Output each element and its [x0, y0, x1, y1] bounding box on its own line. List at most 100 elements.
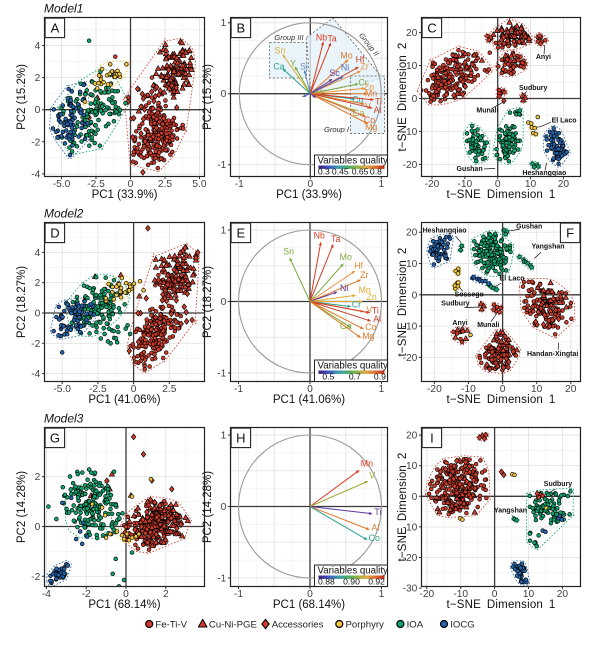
- svg-text:Handan-Xingtai: Handan-Xingtai: [527, 351, 578, 358]
- svg-text:-2: -2: [31, 137, 40, 148]
- svg-text:10: 10: [406, 61, 418, 72]
- svg-text:Zr: Zr: [360, 270, 368, 280]
- svg-text:0.3: 0.3: [318, 167, 330, 177]
- svg-text:0: 0: [412, 492, 418, 503]
- svg-text:-20: -20: [403, 553, 418, 564]
- svg-text:0.45: 0.45: [332, 167, 349, 177]
- svg-text:PC1 (33.9%): PC1 (33.9%): [276, 189, 342, 201]
- svg-text:-5.0: -5.0: [53, 384, 71, 395]
- svg-text:Model1: Model1: [44, 2, 83, 16]
- svg-text:E: E: [236, 225, 245, 240]
- svg-text:5.0: 5.0: [192, 179, 206, 190]
- svg-text:-4: -4: [31, 169, 40, 180]
- svg-text:PC2 (14.28%): PC2 (14.28%): [16, 471, 28, 543]
- svg-text:IOCG: IOCG: [450, 619, 475, 630]
- svg-text:t−SNE Dimension 2: t−SNE Dimension 2: [397, 247, 409, 356]
- svg-text:0: 0: [412, 94, 418, 105]
- svg-text:-2.5: -2.5: [89, 384, 107, 395]
- svg-text:V: V: [369, 471, 375, 481]
- svg-text:Cr: Cr: [358, 78, 367, 88]
- svg-text:Ti: Ti: [374, 507, 381, 517]
- svg-text:1: 1: [221, 18, 227, 29]
- svg-text:Yangshan: Yangshan: [494, 508, 527, 515]
- svg-text:-20: -20: [403, 160, 418, 171]
- svg-text:-10: -10: [403, 522, 418, 533]
- svg-text:Ta: Ta: [327, 34, 336, 44]
- svg-text:Ca: Ca: [273, 62, 284, 72]
- svg-text:I: I: [430, 431, 434, 446]
- svg-text:Al: Al: [372, 523, 380, 533]
- svg-text:Ni: Ni: [340, 283, 348, 293]
- svg-text:4: 4: [35, 41, 41, 52]
- svg-text:Group III: Group III: [274, 33, 303, 42]
- svg-text:0.7: 0.7: [349, 372, 361, 382]
- svg-text:2.5: 2.5: [158, 179, 172, 190]
- svg-text:-4: -4: [42, 589, 51, 600]
- svg-text:4: 4: [35, 248, 41, 259]
- svg-text:-30: -30: [403, 584, 418, 595]
- svg-text:Nb: Nb: [316, 32, 327, 42]
- svg-text:Al: Al: [374, 105, 382, 115]
- svg-text:10: 10: [406, 461, 418, 472]
- svg-text:20: 20: [406, 28, 418, 39]
- svg-text:Fe-Ti-V: Fe-Ti-V: [155, 619, 187, 630]
- svg-text:Co: Co: [365, 322, 376, 332]
- svg-text:Anyi: Anyi: [536, 54, 551, 61]
- svg-text:20: 20: [406, 228, 418, 239]
- svg-text:Model3: Model3: [44, 412, 84, 426]
- svg-text:Zn: Zn: [367, 292, 377, 302]
- svg-text:-2.5: -2.5: [87, 179, 105, 190]
- svg-text:0: 0: [35, 308, 41, 319]
- svg-text:Al: Al: [373, 314, 381, 324]
- svg-text:El Laco: El Laco: [552, 118, 577, 125]
- svg-text:Hf: Hf: [354, 260, 363, 270]
- svg-text:Gushan: Gushan: [516, 223, 542, 230]
- svg-text:-1: -1: [234, 589, 243, 600]
- svg-text:PC2 (14.28%): PC2 (14.28%): [202, 471, 214, 543]
- svg-text:Mo: Mo: [340, 51, 352, 61]
- svg-text:-1: -1: [217, 160, 226, 171]
- svg-text:1: 1: [379, 589, 385, 600]
- svg-text:0: 0: [492, 589, 498, 600]
- svg-text:2: 2: [35, 472, 41, 483]
- svg-text:10: 10: [523, 589, 535, 600]
- svg-text:Heshangqiao: Heshangqiao: [423, 228, 467, 235]
- svg-text:Co: Co: [364, 115, 375, 125]
- svg-text:G: G: [50, 431, 60, 446]
- svg-text:Ni: Ni: [341, 63, 349, 73]
- svg-text:-2: -2: [31, 339, 40, 350]
- svg-text:PC1 (33.9%): PC1 (33.9%): [92, 189, 158, 201]
- svg-text:F: F: [566, 225, 574, 240]
- svg-text:PC1 (68.14%): PC1 (68.14%): [273, 599, 345, 611]
- svg-text:0.90: 0.90: [343, 577, 360, 587]
- svg-text:Variables quality: Variables quality: [318, 361, 389, 372]
- svg-text:0.88: 0.88: [318, 577, 335, 587]
- svg-text:PC2 (15.2%): PC2 (15.2%): [16, 64, 28, 130]
- svg-text:0.65: 0.65: [352, 167, 369, 177]
- svg-text:B: B: [236, 21, 245, 36]
- svg-text:0: 0: [495, 179, 501, 190]
- svg-text:Sudbury: Sudbury: [441, 300, 469, 307]
- svg-text:Sc: Sc: [329, 68, 340, 78]
- svg-text:0: 0: [35, 522, 41, 533]
- svg-text:t−SNE Dimension 1: t−SNE Dimension 1: [446, 394, 555, 406]
- svg-text:-20: -20: [425, 179, 440, 190]
- svg-text:0: 0: [35, 105, 41, 116]
- svg-text:Sossego: Sossego: [455, 292, 484, 299]
- svg-text:10: 10: [406, 259, 418, 270]
- svg-text:Ti: Ti: [375, 96, 382, 106]
- svg-text:Co: Co: [369, 533, 380, 543]
- svg-text:Munali: Munali: [477, 322, 499, 329]
- svg-text:Porphyry: Porphyry: [346, 619, 385, 630]
- svg-text:-1: -1: [217, 368, 226, 379]
- svg-text:Mn: Mn: [365, 89, 377, 99]
- svg-text:-1: -1: [217, 573, 226, 584]
- svg-text:-10: -10: [403, 127, 418, 138]
- svg-text:PC2 (18.27%): PC2 (18.27%): [202, 266, 214, 338]
- svg-text:Cu: Cu: [352, 95, 363, 105]
- svg-text:0.9: 0.9: [374, 372, 386, 382]
- svg-text:Sn: Sn: [283, 246, 294, 256]
- svg-text:IOA: IOA: [407, 619, 424, 630]
- svg-text:t−SNE Dimension 2: t−SNE Dimension 2: [397, 42, 409, 151]
- svg-text:-10: -10: [453, 589, 468, 600]
